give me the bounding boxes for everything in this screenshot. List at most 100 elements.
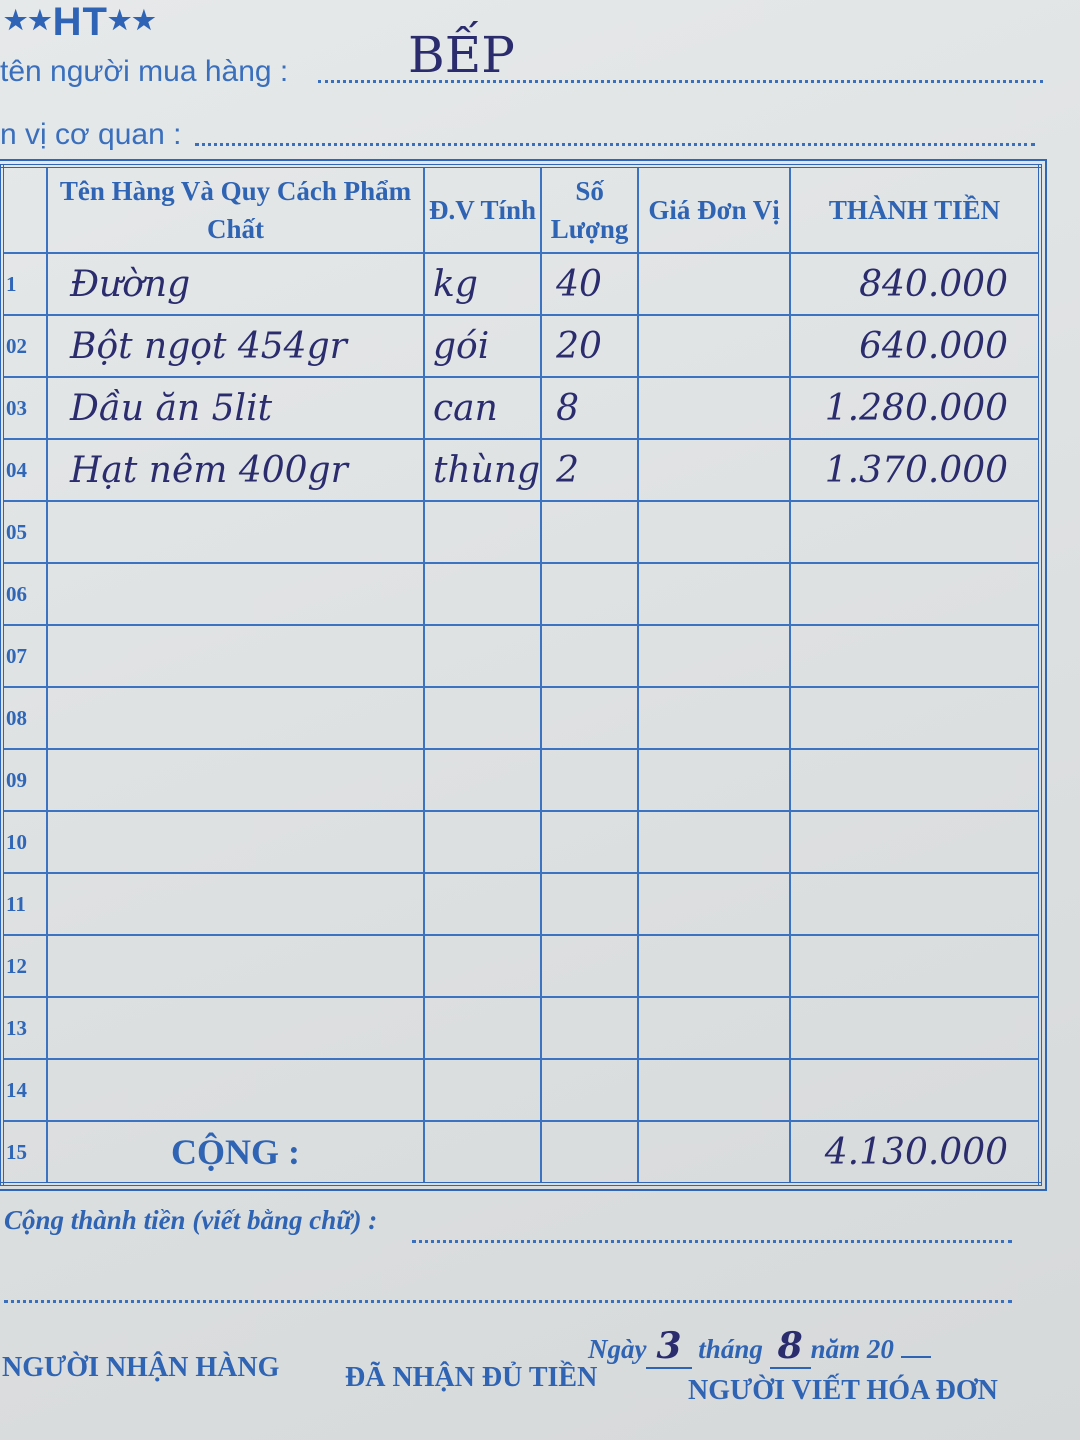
item-unit — [422, 562, 543, 626]
total-amount: 4.130.000 — [789, 1120, 1041, 1185]
table-row: 10 — [1, 810, 1041, 874]
item-price — [637, 438, 792, 502]
item-price — [637, 934, 792, 998]
table-row: 06 — [1, 562, 1041, 626]
words-label: Cộng thành tiền (viết bằng chữ) : — [4, 1205, 378, 1235]
item-unit: kg — [422, 252, 543, 316]
table-row: 05 — [1, 500, 1041, 564]
item-unit — [422, 872, 543, 936]
item-unit: thùng — [422, 438, 543, 502]
item-unit — [422, 934, 543, 998]
item-price — [637, 748, 792, 812]
item-unit — [422, 624, 543, 688]
col-header-price: Giá Đơn Vị — [637, 165, 792, 254]
item-name — [46, 996, 425, 1060]
item-name — [46, 748, 425, 812]
date-day: 3 — [646, 1325, 692, 1369]
row-number: 11 — [1, 872, 48, 936]
total-qty-cell — [540, 1120, 640, 1185]
item-amount — [789, 686, 1041, 750]
item-name — [46, 872, 425, 936]
row-number: 1 — [1, 252, 48, 316]
col-header-amount: THÀNH TIỀN — [789, 165, 1041, 254]
item-amount — [789, 624, 1041, 688]
item-qty — [540, 500, 640, 564]
item-name: Bột ngọt 454gr — [46, 314, 425, 378]
table-header: Tên Hàng Và Quy Cách Phẩm Chất Đ.V Tính … — [1, 165, 1041, 254]
table-row: 08 — [1, 686, 1041, 750]
col-header-qty: Số Lượng — [540, 165, 640, 254]
item-qty — [540, 562, 640, 626]
row-number: 05 — [1, 500, 48, 564]
item-amount — [789, 500, 1041, 564]
row-number: 13 — [1, 996, 48, 1060]
item-price — [637, 872, 792, 936]
item-qty: 8 — [540, 376, 640, 440]
total-label: CỘNG : — [46, 1120, 425, 1185]
year-label: năm 20 — [810, 1334, 894, 1364]
row-number: 10 — [1, 810, 48, 874]
item-unit — [422, 1058, 543, 1122]
paid-label: ĐÃ NHẬN ĐỦ TIỀN — [345, 1362, 598, 1393]
item-amount — [789, 1058, 1041, 1122]
row-number: 14 — [1, 1058, 48, 1122]
row-number: 07 — [1, 624, 48, 688]
item-qty — [540, 934, 640, 998]
item-qty — [540, 686, 640, 750]
item-name — [46, 1058, 425, 1122]
total-unit-cell — [422, 1120, 543, 1185]
row-number: 09 — [1, 748, 48, 812]
item-qty — [540, 996, 640, 1060]
writer-label: NGƯỜI VIẾT HÓA ĐƠN — [688, 1375, 998, 1406]
item-unit — [422, 500, 543, 564]
table-row: 12 — [1, 934, 1041, 998]
item-price — [637, 996, 792, 1060]
item-unit — [422, 810, 543, 874]
item-qty — [540, 872, 640, 936]
item-price — [637, 500, 792, 564]
item-price — [637, 686, 792, 750]
item-qty — [540, 810, 640, 874]
item-price — [637, 314, 792, 378]
item-price — [637, 562, 792, 626]
item-amount — [789, 872, 1041, 936]
buyer-field[interactable] — [318, 80, 1043, 83]
table-row: 02 Bột ngọt 454gr gói 20 640.000 — [1, 314, 1041, 378]
date-line: Ngày 3 tháng 8 năm 20 — [588, 1325, 931, 1369]
item-price — [637, 376, 792, 440]
org-label: n vị cơ quan : — [0, 118, 182, 151]
item-amount: 640.000 — [789, 314, 1041, 378]
buyer-label: tên người mua hàng : — [0, 55, 289, 88]
receiver-label: NGƯỜI NHẬN HÀNG — [2, 1352, 280, 1383]
item-unit — [422, 686, 543, 750]
words-field[interactable] — [412, 1240, 1012, 1243]
total-row: 15 CỘNG : 4.130.000 — [1, 1120, 1041, 1185]
item-amount: 1.280.000 — [789, 376, 1041, 440]
brand-logo: ★★HT★★ — [4, 0, 157, 44]
item-qty — [540, 1058, 640, 1122]
date-month: 8 — [769, 1325, 811, 1369]
row-number: 03 — [1, 376, 48, 440]
row-number: 02 — [1, 314, 48, 378]
row-number: 04 — [1, 438, 48, 502]
item-name: Dầu ăn 5lit — [46, 376, 425, 440]
item-amount — [789, 810, 1041, 874]
item-name — [46, 562, 425, 626]
table-row: 03 Dầu ăn 5lit can 8 1.280.000 — [1, 376, 1041, 440]
item-amount: 1.370.000 — [789, 438, 1041, 502]
item-amount — [789, 934, 1041, 998]
year-blank — [900, 1356, 931, 1358]
col-header-no — [1, 165, 48, 254]
table-row: 09 — [1, 748, 1041, 812]
row-number: 06 — [1, 562, 48, 626]
table-row: 07 — [1, 624, 1041, 688]
item-qty: 2 — [540, 438, 640, 502]
item-price — [637, 810, 792, 874]
item-price — [637, 252, 792, 316]
org-field[interactable] — [195, 143, 1035, 146]
item-qty: 20 — [540, 314, 640, 378]
item-name: Đường — [46, 252, 425, 316]
words-field-2[interactable] — [4, 1300, 1012, 1303]
table-row: 13 — [1, 996, 1041, 1060]
item-qty: 40 — [540, 252, 640, 316]
